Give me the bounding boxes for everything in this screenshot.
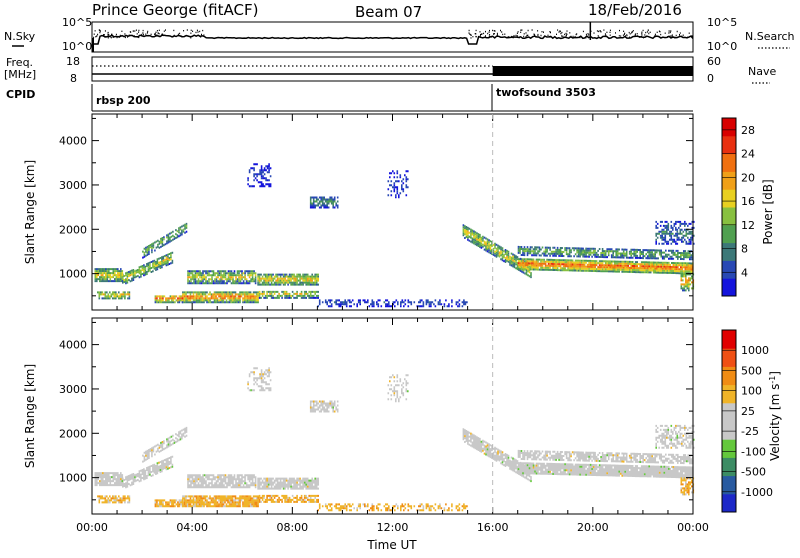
power-cells <box>94 196 695 304</box>
velocity-frame <box>91 317 694 515</box>
velocity-colorbar-tick-label: -100 <box>741 445 766 458</box>
freq-traces <box>92 65 693 76</box>
velocity-colorbar-frame <box>721 329 737 513</box>
time-xtick-label: 08:00 <box>276 521 308 534</box>
power-colorbar-segment <box>722 171 736 190</box>
velocity-colorbar-segment <box>722 421 736 440</box>
nave-bottom-tick: 0 <box>707 72 714 85</box>
time-xtick-label: 12:00 <box>377 521 409 534</box>
time-xlabel: Time UT <box>366 538 417 552</box>
power-colorbar-tick-label: 24 <box>741 148 755 161</box>
power-ytick-label: 4000 <box>59 135 87 148</box>
power-data <box>94 163 695 308</box>
velocity-data <box>94 367 695 512</box>
power-axes: 1000 2000 3000 4000 <box>59 114 694 310</box>
time-xtick-label: 00:00 <box>76 521 108 534</box>
power-ytick-label: 3000 <box>59 179 87 192</box>
nsky-trace <box>92 34 694 45</box>
power-colorbar-segment <box>722 153 736 172</box>
power-colorbar-segment <box>722 242 736 261</box>
power-colorbar-tick-label: 16 <box>741 195 755 208</box>
velocity-colorbar-tick-label: 25 <box>741 405 755 418</box>
velocity-ytick-label: 1000 <box>59 472 87 485</box>
velocity-colorbar-segment <box>722 493 736 513</box>
noise-strip: N.Sky 10^5 10^0 10^5 10^0 N.Search <box>4 16 795 53</box>
power-colorbar: 4 8 12 16 20 24 28 <box>721 117 755 297</box>
velocity-ytick-label: 2000 <box>59 427 87 440</box>
power-colorbar-tick-label: 12 <box>741 219 755 232</box>
nave-label: Nave <box>748 65 776 78</box>
power-colorbar-segment <box>722 207 736 226</box>
cpid-program-rbsp: rbsp 200 <box>96 94 151 107</box>
power-cells <box>142 163 695 308</box>
noise-right-top-tick: 10^5 <box>707 16 737 29</box>
velocity-colorbar-segment <box>722 348 736 367</box>
freq-alternating-block <box>492 66 693 76</box>
power-cells <box>97 230 695 302</box>
velocity-colorbar-segment <box>722 330 736 349</box>
date-title: 18/Feb/2016 <box>588 1 682 19</box>
power-colorbar-tick-label: 8 <box>741 243 748 256</box>
freq-top-tick: 18 <box>66 55 80 68</box>
freq-label-2: [MHz] <box>4 68 36 81</box>
velocity-colorbar-segment <box>722 475 736 495</box>
velocity-colorbar-segment <box>722 366 736 386</box>
nsearch-trace <box>93 29 693 39</box>
velocity-axes: 1000 2000 3000 4000 00:00 04:00 08:00 12:00 16:0… <box>59 318 709 534</box>
beam-title: Beam 07 <box>355 3 422 21</box>
velocity-colorbar-tick-label: -1000 <box>741 486 773 499</box>
time-xtick-label: 04:00 <box>176 521 208 534</box>
station-title: Prince George (fitACF) <box>92 1 258 19</box>
power-colorbar-segment <box>722 278 736 297</box>
velocity-colorbar-segment <box>722 384 736 404</box>
time-xtick-label: 00:00 <box>677 521 709 534</box>
power-colorbar-segment <box>722 118 736 137</box>
power-panel: 1000 2000 3000 4000 Slant Range [km] 4 8 12 16… <box>23 113 775 311</box>
noise-left-top-tick: 10^5 <box>62 16 92 29</box>
power-ytick-label: 2000 <box>59 223 87 236</box>
nsearch-label: N.Search <box>745 30 795 43</box>
power-colorbar-segment <box>722 189 736 208</box>
velocity-colorbar-tick-label: 100 <box>741 385 762 398</box>
power-colorbar-tick-label: 4 <box>741 266 748 279</box>
velocity-ytick-label: 4000 <box>59 339 87 352</box>
velocity-ylabel: Slant Range [km] <box>23 364 37 468</box>
velocity-colorbar-tick-label: 1000 <box>741 344 769 357</box>
power-colorbar-frame <box>721 117 737 297</box>
freq-strip: Freq. [MHz] 18 8 60 0 Nave <box>4 55 776 85</box>
power-colorbar-tick-label: 28 <box>741 124 755 137</box>
time-xtick-label: 20:00 <box>577 521 609 534</box>
power-ytick-label: 1000 <box>59 268 87 281</box>
cpid-strip: CPID rbsp 200 twofsound 3503 <box>6 84 693 112</box>
velocity-colorbar-segment <box>722 439 736 458</box>
power-colorbar-segment <box>722 224 736 244</box>
velocity-colorbar-segment <box>722 402 736 422</box>
velocity-colorbar-tick-label: -500 <box>741 466 766 479</box>
cpid-label: CPID <box>6 88 35 101</box>
velocity-colorbar-label: Velocity [m s-1] <box>768 371 782 461</box>
nsky-label: N.Sky <box>4 30 36 43</box>
velocity-colorbar-tick-label: 500 <box>741 364 762 377</box>
noise-left-bottom-tick: 10^0 <box>62 40 92 53</box>
time-xtick-label: 16:00 <box>477 521 509 534</box>
velocity-colorbar-segment <box>722 457 736 477</box>
noise-right-bottom-tick: 10^0 <box>707 40 737 53</box>
velocity-ytick-label: 3000 <box>59 383 87 396</box>
nave-top-tick: 60 <box>707 55 721 68</box>
power-colorbar-segment <box>722 260 736 279</box>
cpid-program-twofsound: twofsound 3503 <box>496 86 596 99</box>
velocity-cells <box>94 367 695 512</box>
velocity-colorbar: 1000 500 100 25 -25 -100 -500 -1000 <box>721 329 773 513</box>
velocity-panel: 1000 2000 3000 4000 00:00 04:00 08:00 12:00 16:0… <box>23 317 782 552</box>
velocity-colorbar-tick-label: -25 <box>741 425 759 438</box>
noise-traces <box>92 22 694 52</box>
freq-bottom-tick: 8 <box>70 72 77 85</box>
power-colorbar-tick-label: 20 <box>741 171 755 184</box>
power-ylabel: Slant Range [km] <box>23 160 37 264</box>
power-colorbar-label: Power [dB] <box>761 179 775 244</box>
power-colorbar-segment <box>722 135 736 155</box>
power-frame <box>91 113 694 311</box>
freq-label-1: Freq. <box>6 56 33 69</box>
